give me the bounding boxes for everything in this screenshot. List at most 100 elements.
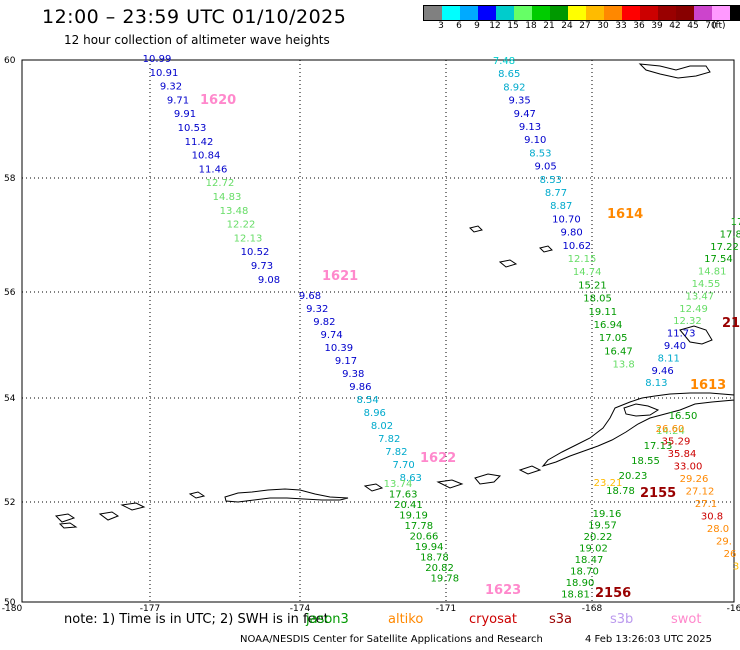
wave-height-label: 14.24 <box>656 426 685 437</box>
map-title: 12:00 – 23:59 UTC 01/10/2025 <box>42 6 347 28</box>
wave-height-label: 9.32 <box>160 82 182 93</box>
wave-height-label: 18.47 <box>575 555 604 566</box>
wave-height-label: 9.71 <box>167 95 189 106</box>
umnak-island <box>436 479 464 489</box>
colorbar-label: 36 <box>633 21 645 31</box>
wave-height-label: 9.38 <box>342 369 364 380</box>
wave-height-label: 19.57 <box>588 521 617 532</box>
lon-tick-label: -177 <box>140 604 160 614</box>
kodiak-coast <box>679 325 713 345</box>
colorbar-swatch <box>622 6 640 20</box>
wave-height-label: 19.02 <box>579 544 608 555</box>
wave-height-label: 17.63 <box>389 490 418 501</box>
wave-height-label: 15.21 <box>578 280 607 291</box>
colorbar-label: 27 <box>579 21 591 31</box>
wave-height-label: 17.22 <box>710 242 739 253</box>
colorbar-label: 30 <box>597 21 609 31</box>
wave-height-label: 17.13 <box>644 441 673 452</box>
colorbar-label: 42 <box>669 21 681 31</box>
colorbar-swatch <box>712 6 730 20</box>
wave-height-label: 8.92 <box>503 82 525 93</box>
wave-height-label: 17.8 <box>720 229 740 240</box>
track-id-label: 2155 <box>640 486 676 501</box>
lon-tick-label: -171 <box>436 604 456 614</box>
wave-height-label: 12.32 <box>673 316 702 327</box>
unimak-island <box>623 403 660 417</box>
colorbar-label: 9 <box>474 21 480 31</box>
wave-height-label: 13.47 <box>685 291 714 302</box>
wave-height-label: 9.10 <box>524 135 546 146</box>
wave-height-label: 29.26 <box>680 474 709 485</box>
lon-tick-label: -174 <box>290 604 311 614</box>
wave-height-label: 18.78 <box>606 486 635 497</box>
colorbar-swatch <box>730 6 740 20</box>
wave-height-label: 8.65 <box>498 69 520 80</box>
wave-height-label: 9.08 <box>258 275 280 286</box>
wave-height-label: 27.1 <box>695 499 717 510</box>
wave-height-label: 33.00 <box>674 462 703 473</box>
wave-height-label: 13.74 <box>384 479 413 490</box>
colorbar-swatch <box>694 6 712 20</box>
lon-tick-label: -168 <box>582 604 603 614</box>
colorbar-label: 70 <box>705 21 717 31</box>
islands-rat-2 <box>120 502 146 511</box>
wave-height-label: 13.48 <box>220 206 249 217</box>
wave-height-label: 14.55 <box>692 279 721 290</box>
colorbar-label: 6 <box>456 21 462 31</box>
colorbar-label: 12 <box>489 21 501 31</box>
footer-note: note: 1) Time is in UTC; 2) SWH is in fe… <box>64 612 329 627</box>
wave-height-label: 8.53 <box>529 148 551 159</box>
wave-height-label: 19.11 <box>588 307 617 318</box>
colorbar-label: 3 <box>438 21 444 31</box>
wave-height-label: 26.60 <box>656 424 685 435</box>
pribilof-3 <box>539 245 553 253</box>
islands-near-1 <box>54 513 76 523</box>
wave-height-label: 8.53 <box>540 175 562 186</box>
wave-height-label: 17 <box>731 217 740 228</box>
wave-height-label: 20.23 <box>619 471 648 482</box>
lon-tick-label: -16 <box>727 604 740 614</box>
wave-height-colorbar <box>423 5 740 21</box>
colorbar-swatch <box>640 6 658 20</box>
wave-height-label: 23.21 <box>594 478 623 489</box>
wave-height-label: 19.94 <box>415 542 444 553</box>
wave-height-label: 9.35 <box>508 96 530 107</box>
wave-height-label: 11.42 <box>185 137 214 148</box>
wave-height-label: 18.90 <box>566 578 595 589</box>
wave-height-label: 17.78 <box>404 521 433 532</box>
wave-height-label: 18.78 <box>420 553 449 564</box>
wave-height-label: 9.13 <box>519 122 541 133</box>
wave-height-label: 12.22 <box>227 220 256 231</box>
wave-height-label: 8.11 <box>658 353 680 364</box>
islands-rat-1 <box>98 511 120 521</box>
wave-height-label: 17.54 <box>704 254 733 265</box>
wave-height-label: 7.82 <box>378 434 400 445</box>
colorbar-unit: (ft) <box>712 21 726 31</box>
unalaska-island <box>518 465 542 475</box>
generation-timestamp: 4 Feb 13:26:03 UTC 2025 <box>585 634 712 645</box>
lat-tick-label: 58 <box>4 174 16 184</box>
lat-tick-label: 52 <box>4 498 15 508</box>
colorbar-swatch <box>496 6 514 20</box>
track-id-label: 1614 <box>607 207 643 222</box>
colorbar-swatch <box>442 6 460 20</box>
satellite-legend-item: jason3 <box>306 612 349 627</box>
wave-height-label: 17.05 <box>599 333 628 344</box>
wave-height-label: 11.46 <box>199 164 228 175</box>
wave-height-label: 7.48 <box>493 56 515 67</box>
colorbar-swatch <box>568 6 586 20</box>
wave-height-label: 16.50 <box>669 411 698 422</box>
colorbar-swatch <box>532 6 550 20</box>
wave-height-label: 27.12 <box>686 487 715 498</box>
pribilof-1 <box>498 259 518 268</box>
wave-height-label: 18.05 <box>583 294 612 305</box>
map-subtitle: 12 hour collection of altimeter wave hei… <box>64 33 330 47</box>
wave-height-label: 26 <box>724 549 737 560</box>
colorbar-swatch <box>586 6 604 20</box>
track-id-label: 1622 <box>420 451 456 466</box>
colorbar-swatch <box>550 6 568 20</box>
wave-height-label: 20.82 <box>425 563 454 574</box>
wave-height-label: 16.47 <box>604 346 633 357</box>
wave-height-label: 18.70 <box>570 567 599 578</box>
